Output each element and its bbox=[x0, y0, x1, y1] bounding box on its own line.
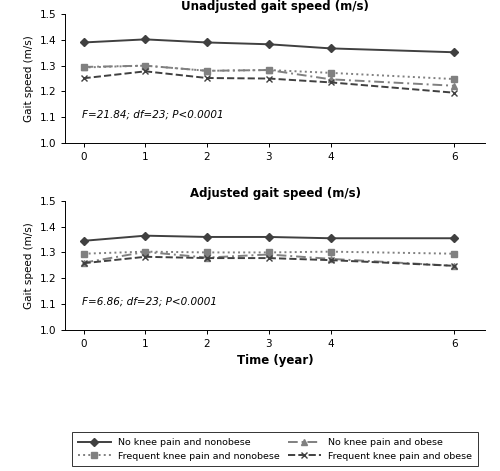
Y-axis label: Gait speed (m/s): Gait speed (m/s) bbox=[24, 35, 34, 122]
Text: F=21.84; df=23; P<0.0001: F=21.84; df=23; P<0.0001 bbox=[82, 110, 224, 120]
Title: Unadjusted gait speed (m/s): Unadjusted gait speed (m/s) bbox=[181, 0, 369, 13]
Text: F=6.86; df=23; P<0.0001: F=6.86; df=23; P<0.0001 bbox=[82, 297, 217, 307]
Legend: No knee pain and nonobese, Frequent knee pain and nonobese, No knee pain and obe: No knee pain and nonobese, Frequent knee… bbox=[72, 432, 478, 466]
Y-axis label: Gait speed (m/s): Gait speed (m/s) bbox=[24, 222, 34, 309]
Title: Adjusted gait speed (m/s): Adjusted gait speed (m/s) bbox=[190, 187, 360, 200]
X-axis label: Time (year): Time (year) bbox=[236, 354, 314, 367]
